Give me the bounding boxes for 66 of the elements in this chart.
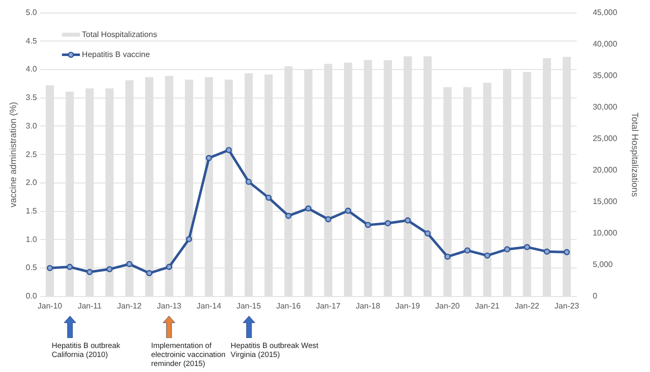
y-tick-label: 1.0: [26, 234, 38, 244]
y2-tick-label: 30,000: [592, 102, 618, 112]
x-tick-label: Jan-23: [554, 301, 580, 310]
x-tick-label: Jan-17: [316, 301, 341, 310]
y-tick-label: 0.5: [26, 263, 38, 272]
point: [146, 270, 152, 276]
point: [444, 254, 451, 260]
x-tick-label: Jan-10: [38, 301, 63, 310]
x-tick-label: Jan-13: [156, 301, 182, 310]
y-tick-label: 2.5: [26, 150, 38, 159]
y-tick-label: 0.0: [26, 292, 38, 301]
point: [364, 222, 372, 228]
x-tick-label: Jan-18: [356, 301, 381, 310]
x-tick-label: Jan-14: [196, 301, 222, 310]
x-tick-label: Jan-21: [475, 301, 500, 310]
y2-tick-label: 15,000: [592, 197, 618, 206]
point: [66, 264, 73, 270]
y2-tick-label: 0: [592, 292, 598, 301]
point: [524, 244, 530, 250]
point: [484, 252, 490, 259]
point: [166, 264, 172, 270]
point: [504, 246, 510, 252]
point: [126, 260, 132, 268]
y2-tick-label: 40,000: [592, 40, 618, 49]
y2-tick-label: 10,000: [592, 228, 618, 238]
point: [106, 266, 113, 272]
point: [206, 154, 212, 162]
y-tick-label: 3.0: [26, 121, 38, 130]
point: [226, 146, 232, 154]
y-tick-label: 2.0: [26, 178, 38, 188]
y2-tick-label: 45,000: [592, 8, 618, 18]
x-tick-label: Jan-20: [435, 301, 460, 310]
point: [464, 247, 470, 254]
x-tick-label: Jan-15: [236, 301, 262, 310]
y2-axis-title: Total Hospitalizations: [630, 112, 640, 198]
y2-tick-label: 25,000: [592, 134, 618, 144]
legend-label: Hepatitis B vaccine: [82, 50, 151, 60]
point: [265, 194, 272, 201]
x-tick-label: Jan-16: [276, 301, 302, 310]
point: [384, 220, 391, 226]
x-tick-label: Jan-11: [78, 301, 102, 310]
y-tick-label: 5.0: [26, 8, 38, 18]
point: [246, 178, 252, 185]
y-axis-title: vaccine administration (%): [8, 102, 18, 208]
x-tick-label: Jan-19: [396, 301, 421, 310]
x-tick-label: Jan-22: [514, 301, 540, 310]
y-tick-label: 4.5: [26, 36, 38, 46]
point: [344, 208, 352, 214]
point: [46, 264, 53, 272]
y2-tick-label: 5,000: [592, 260, 614, 270]
point: [424, 230, 431, 237]
legend-label: Total Hospitalizations: [82, 30, 158, 40]
point: [404, 217, 411, 224]
point: [544, 248, 550, 255]
point: [186, 236, 192, 242]
point: [325, 216, 332, 222]
x-tick-label: Jan-12: [117, 301, 142, 310]
point: [285, 212, 292, 219]
y-tick-label: 4.0: [26, 64, 38, 74]
point: [305, 205, 312, 212]
y-tick-label: 1.5: [26, 206, 38, 216]
point: [86, 268, 93, 276]
y-tick-label: 3.5: [26, 93, 38, 102]
point: [564, 249, 570, 256]
y2-tick-label: 20,000: [592, 166, 618, 175]
y2-tick-label: 35,000: [592, 71, 618, 80]
